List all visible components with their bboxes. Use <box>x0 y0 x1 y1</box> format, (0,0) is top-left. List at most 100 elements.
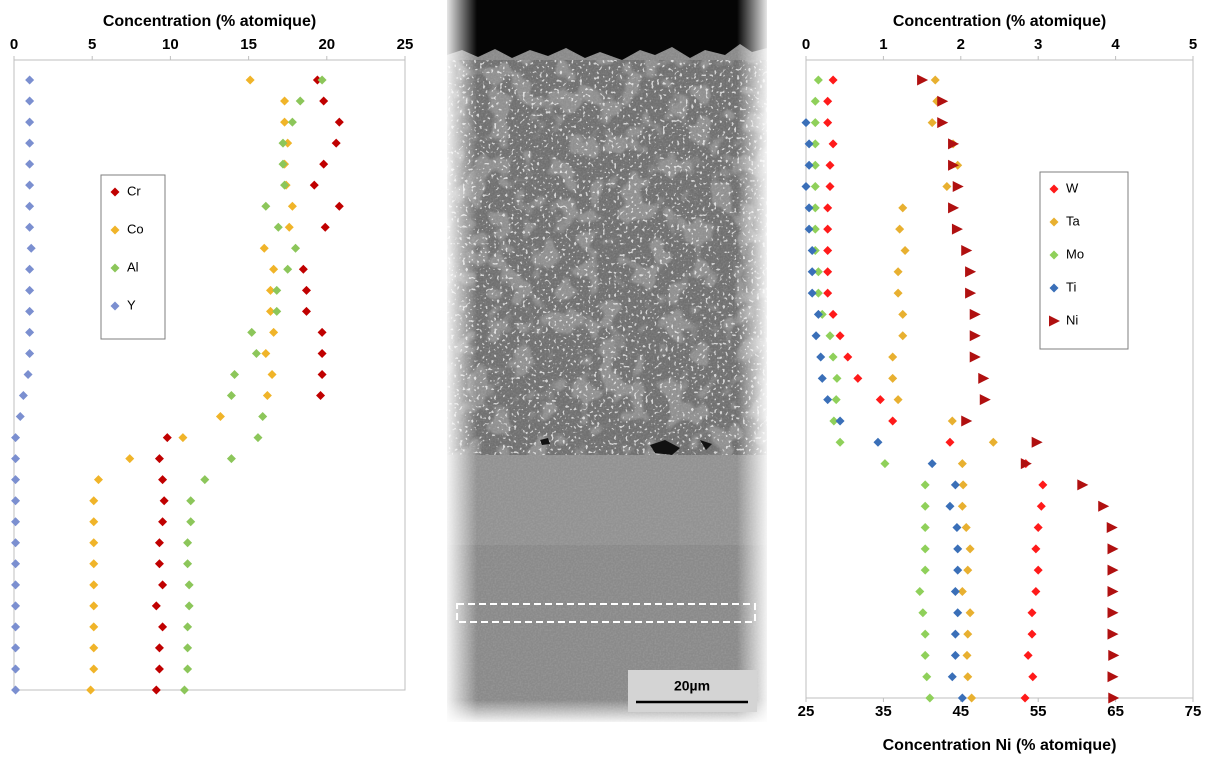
data-point <box>158 475 168 485</box>
data-point <box>25 159 35 169</box>
data-point <box>835 331 845 341</box>
data-point <box>898 203 908 213</box>
data-point <box>273 222 283 232</box>
sem-image <box>447 0 767 722</box>
data-point <box>804 224 814 234</box>
data-point <box>807 288 817 298</box>
scale-bar-box <box>628 670 757 712</box>
data-point <box>259 243 269 253</box>
data-point <box>952 523 962 533</box>
data-point <box>1020 693 1030 703</box>
data-point <box>280 117 290 127</box>
data-point <box>267 369 277 379</box>
data-point <box>951 223 963 235</box>
data-point <box>828 309 838 319</box>
data-point <box>961 415 973 427</box>
data-point <box>154 664 164 674</box>
data-point <box>835 437 845 447</box>
data-point <box>823 118 833 128</box>
data-point <box>334 201 344 211</box>
data-point <box>873 437 883 447</box>
data-point <box>183 643 193 653</box>
data-point <box>920 523 930 533</box>
data-point <box>828 352 838 362</box>
data-point <box>154 643 164 653</box>
data-point <box>1038 480 1048 490</box>
x-tick-label: 4 <box>1111 36 1120 53</box>
data-point <box>154 454 164 464</box>
data-point <box>125 454 135 464</box>
analysis-zone <box>456 603 756 623</box>
data-point <box>265 306 275 316</box>
data-point <box>1028 672 1038 682</box>
data-point <box>278 138 288 148</box>
legend-marker <box>110 301 120 311</box>
data-point <box>89 517 99 527</box>
data-point <box>927 118 937 128</box>
data-point <box>298 264 308 274</box>
x-tick-label: 3 <box>1034 36 1042 53</box>
data-point <box>158 580 168 590</box>
data-point <box>920 565 930 575</box>
data-point <box>831 395 841 405</box>
data-point <box>810 118 820 128</box>
data-point <box>18 391 28 401</box>
data-point <box>89 622 99 632</box>
data-point <box>89 580 99 590</box>
data-point <box>900 245 910 255</box>
data-point <box>828 75 838 85</box>
data-point <box>895 224 905 234</box>
sem-grain <box>447 0 767 722</box>
data-point <box>159 496 169 506</box>
data-point <box>813 75 823 85</box>
x2-tick-label: 35 <box>875 703 892 720</box>
data-point <box>1107 628 1119 640</box>
data-point <box>945 437 955 447</box>
data-point <box>875 395 885 405</box>
data-point <box>957 693 967 703</box>
data-point <box>925 693 935 703</box>
data-point <box>334 117 344 127</box>
x-tick-label: 20 <box>318 36 335 53</box>
data-point <box>963 672 973 682</box>
data-point <box>1036 501 1046 511</box>
data-point <box>151 601 161 611</box>
data-point <box>957 586 967 596</box>
data-point <box>183 622 193 632</box>
data-point <box>283 264 293 274</box>
data-point <box>962 650 972 660</box>
data-point <box>280 180 290 190</box>
data-point <box>969 308 981 320</box>
data-point <box>1031 436 1043 448</box>
data-point <box>269 264 279 274</box>
data-point <box>843 352 853 362</box>
data-point <box>26 243 36 253</box>
data-point <box>272 285 282 295</box>
data-point <box>272 306 282 316</box>
data-point <box>930 75 940 85</box>
data-point <box>922 672 932 682</box>
data-point <box>823 267 833 277</box>
legend-label: Ta <box>1066 213 1081 228</box>
data-point <box>810 224 820 234</box>
data-point <box>967 693 977 703</box>
data-point <box>1031 586 1041 596</box>
x2-tick-label: 55 <box>1030 703 1047 720</box>
data-point <box>200 475 210 485</box>
data-point <box>832 373 842 383</box>
x-tick-label: 5 <box>1189 36 1197 53</box>
data-point <box>920 480 930 490</box>
data-point <box>154 559 164 569</box>
data-point <box>25 327 35 337</box>
data-point <box>316 391 326 401</box>
data-point <box>11 433 21 443</box>
data-point <box>1106 522 1118 534</box>
data-point <box>283 138 293 148</box>
legend-marker <box>110 263 120 273</box>
data-point <box>958 480 968 490</box>
data-point <box>25 117 35 127</box>
data-point <box>965 544 975 554</box>
data-point <box>25 285 35 295</box>
data-point <box>287 201 297 211</box>
